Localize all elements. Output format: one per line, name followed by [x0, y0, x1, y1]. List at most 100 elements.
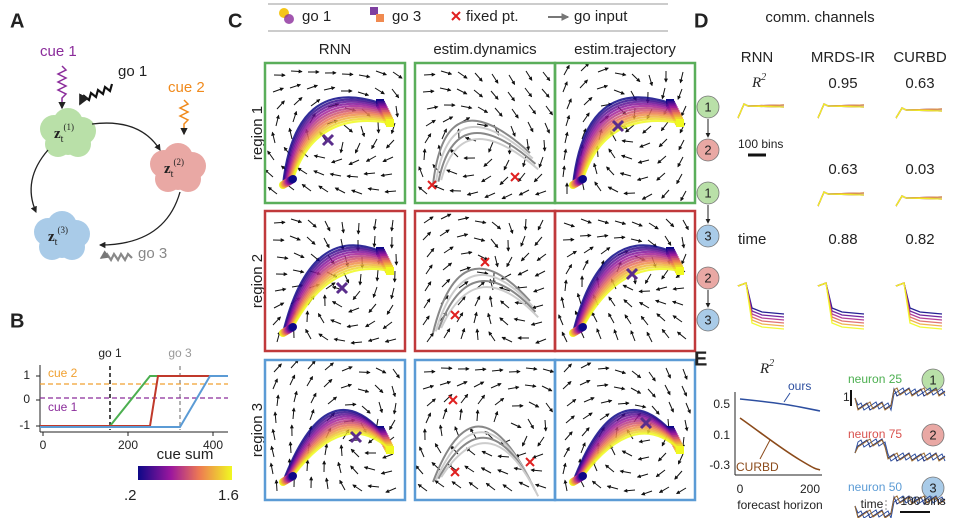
region-number: 1	[704, 185, 711, 200]
flow-arrow	[293, 97, 303, 106]
flow-arrow	[358, 273, 363, 286]
cloud	[46, 226, 78, 258]
flow-arrow	[464, 465, 475, 473]
flow-arrow	[392, 71, 403, 79]
flow-arrow	[630, 330, 636, 342]
scale-label: 1	[843, 390, 850, 404]
flow-arrow	[497, 454, 510, 459]
flow-arrow	[267, 150, 275, 161]
flow-arrow	[600, 247, 611, 255]
flow-arrow	[563, 279, 568, 292]
region-node	[696, 181, 720, 205]
flow-arrow	[422, 148, 427, 161]
flow-arrow	[596, 328, 602, 340]
flow-arrow	[391, 88, 400, 99]
flow-arrow	[361, 405, 371, 414]
flow-arrow	[438, 424, 443, 437]
connection	[30, 149, 49, 213]
comm-trace	[817, 282, 865, 315]
flow-arrow	[273, 411, 278, 424]
flow-arrow	[582, 259, 589, 271]
flow-arrow	[661, 87, 666, 100]
flow-arrow	[371, 138, 378, 150]
flow-arrow	[665, 218, 675, 228]
flow-arrow	[289, 374, 296, 386]
row-label: region 2	[249, 254, 266, 308]
fixed-point	[639, 416, 653, 430]
cue-label: cue 2	[168, 79, 205, 96]
flow-arrow	[365, 320, 376, 328]
panel-letter: A	[10, 10, 24, 32]
flow-arrow	[274, 479, 279, 492]
flow-arrow	[608, 148, 616, 159]
scale-label: 100 bins	[738, 137, 783, 151]
flow-arrow	[672, 315, 683, 323]
fixed-point	[480, 257, 490, 267]
flow-arrow	[358, 74, 371, 79]
flow-arrow	[346, 324, 359, 329]
fixed-point	[349, 430, 363, 444]
flow-arrow	[544, 122, 550, 134]
flow-arrow	[510, 125, 516, 137]
r2-value: 0.03	[905, 161, 934, 178]
flow-arrow	[368, 303, 377, 313]
flow-panel	[562, 63, 687, 202]
flow-arrow	[423, 298, 431, 309]
neuron-label: neuron 50	[848, 480, 902, 494]
flow-arrow	[477, 394, 485, 405]
trajectory	[432, 267, 531, 334]
flow-arrow	[503, 159, 510, 171]
flow-arrow	[582, 412, 593, 420]
flow-arrow	[273, 302, 285, 309]
flow-arrow	[638, 439, 651, 444]
flow-arrow	[305, 459, 310, 472]
flow-arrow	[497, 469, 509, 475]
flow-arrow	[534, 270, 546, 277]
flow-arrow	[583, 246, 594, 254]
connection	[91, 122, 161, 151]
flow-arrow	[289, 83, 302, 89]
flow-arrow	[372, 218, 377, 231]
flow-arrow	[441, 128, 447, 140]
flow-arrow	[656, 313, 666, 322]
node-label: zt (2)	[164, 157, 184, 180]
flow-arrow	[272, 316, 281, 326]
flow-arrow	[672, 286, 685, 291]
flow-arrow	[488, 295, 493, 308]
flow-arrow	[510, 422, 522, 429]
flow-arrow	[333, 337, 346, 342]
region-node	[696, 224, 720, 248]
flow-arrow	[476, 271, 489, 276]
flow-arrow	[267, 186, 278, 195]
flow-arrow	[664, 384, 671, 396]
flow-arrow	[491, 73, 499, 84]
flow-arrow	[460, 105, 473, 110]
curve-curbd	[739, 417, 821, 471]
trajectory	[437, 280, 537, 331]
flow-arrow	[508, 74, 516, 86]
cloud	[162, 158, 194, 190]
flow-arrow	[380, 173, 393, 178]
r2-label: R2	[759, 358, 774, 377]
flow-arrow	[676, 331, 687, 340]
legend-text: go input	[574, 8, 628, 25]
flow-arrow	[655, 286, 668, 291]
neuron-trace	[854, 438, 946, 462]
flow-arrow	[439, 229, 450, 237]
flow-arrow	[392, 368, 400, 379]
flow-arrow	[501, 336, 513, 343]
flow-arrow	[269, 462, 274, 475]
flow-arrow	[384, 189, 397, 194]
flow-arrow	[307, 360, 316, 370]
fixed-point	[510, 172, 520, 182]
flow-arrow	[522, 435, 528, 447]
connection	[98, 191, 181, 249]
flow-arrow	[657, 155, 667, 164]
flow-arrow	[494, 107, 503, 117]
fixed-point	[448, 395, 458, 405]
neuron-trace	[854, 438, 946, 462]
legend-text: go 3	[392, 8, 421, 25]
flow-arrow	[563, 222, 576, 228]
flow-arrow	[443, 328, 451, 339]
pointer	[783, 392, 791, 403]
